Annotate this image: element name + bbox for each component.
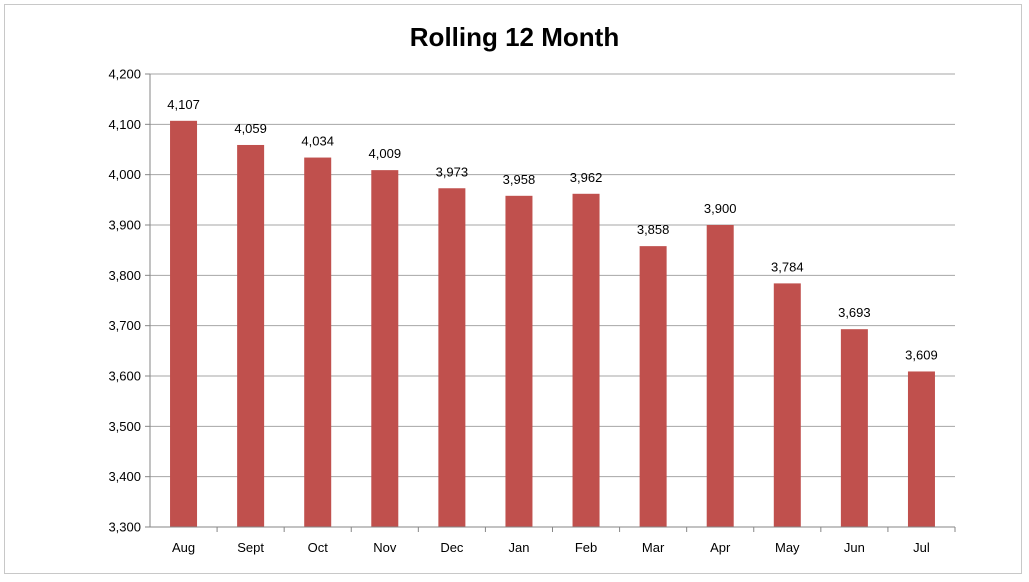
- x-tick-label: Apr: [710, 540, 731, 555]
- x-tick-label: Jul: [913, 540, 930, 555]
- x-tick-label: Feb: [575, 540, 597, 555]
- data-label: 3,958: [503, 172, 536, 187]
- bar-nov: [371, 170, 399, 528]
- data-label: 4,059: [234, 121, 267, 136]
- y-tick-label: 4,000: [108, 167, 141, 182]
- data-label: 3,962: [570, 170, 603, 185]
- axes: [145, 73, 956, 532]
- x-tick-label: Sept: [237, 540, 264, 555]
- data-label: 4,009: [369, 146, 402, 161]
- data-label: 4,034: [301, 134, 334, 149]
- gridlines: [150, 73, 955, 478]
- data-label: 3,900: [704, 201, 737, 216]
- bar-aug: [170, 120, 198, 527]
- x-tick-label: Jun: [844, 540, 865, 555]
- y-tick-label: 4,200: [108, 67, 141, 82]
- bar-mar: [639, 246, 667, 527]
- bar-jun: [840, 329, 868, 527]
- y-tick-label: 3,500: [108, 419, 141, 434]
- y-tick-label: 3,300: [108, 520, 141, 535]
- bar-may: [773, 283, 801, 527]
- bars: [170, 120, 935, 528]
- y-tick-label: 4,100: [108, 117, 141, 132]
- x-tick-label: Aug: [172, 540, 195, 555]
- x-tick-label: Mar: [642, 540, 665, 555]
- y-tick-label: 3,600: [108, 369, 141, 384]
- x-tick-label: Jan: [508, 540, 529, 555]
- y-tick-label: 3,700: [108, 318, 141, 333]
- x-tick-label: May: [775, 540, 800, 555]
- data-label: 4,107: [167, 97, 200, 112]
- bar-jul: [907, 371, 935, 527]
- y-tick-label: 3,900: [108, 218, 141, 233]
- labels: 3,300 3,400 3,500 3,600 3,700 3,800 3,900 4,000…: [108, 67, 937, 556]
- y-tick-label: 3,400: [108, 469, 141, 484]
- x-tick-label: Oct: [308, 540, 329, 555]
- bar-oct: [304, 157, 332, 527]
- y-tick-label: 3,800: [108, 268, 141, 283]
- data-label: 3,973: [436, 164, 469, 179]
- bar-jan: [505, 195, 533, 527]
- bar-apr: [706, 225, 734, 527]
- bar-dec: [438, 188, 466, 528]
- bar-sept: [237, 144, 265, 527]
- chart-title: Rolling 12 Month: [409, 22, 620, 52]
- data-label: 3,784: [771, 259, 804, 274]
- data-label: 3,693: [838, 305, 871, 320]
- data-label: 3,858: [637, 222, 670, 237]
- data-label: 3,609: [905, 347, 938, 362]
- x-tick-label: Nov: [373, 540, 397, 555]
- x-tick-label: Dec: [440, 540, 464, 555]
- bar-feb: [572, 193, 600, 527]
